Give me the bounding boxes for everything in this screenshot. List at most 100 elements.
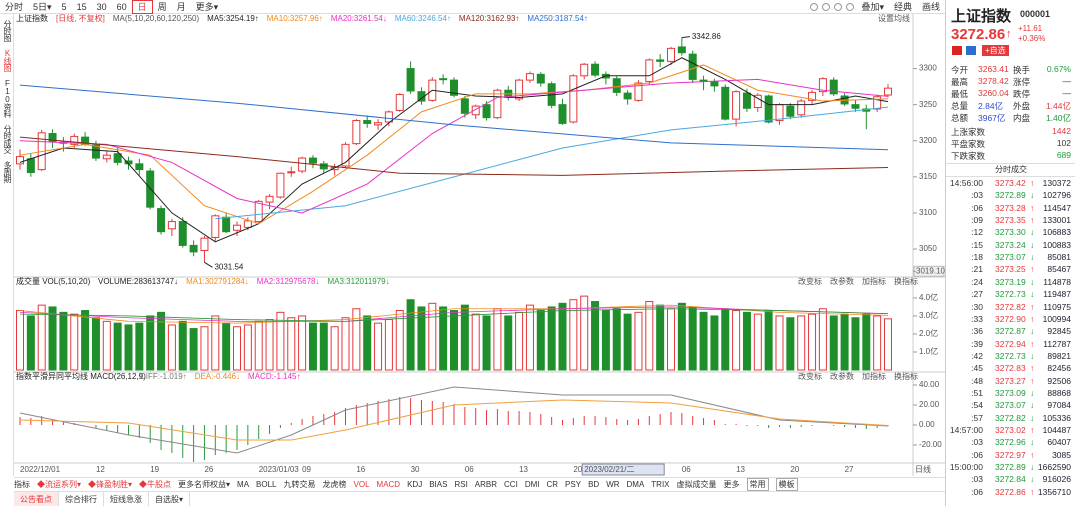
indicator[interactable]: KDJ: [407, 480, 423, 489]
indicator[interactable]: CR: [546, 480, 559, 489]
indicator[interactable]: 常用: [746, 478, 769, 491]
period-tab[interactable]: 月: [176, 1, 186, 12]
add-watchlist[interactable]: +自选: [982, 45, 1009, 56]
stock-name: 上证指数: [951, 8, 1012, 25]
stat-value: 3278.42: [978, 76, 1009, 86]
period-tab[interactable]: 30: [96, 1, 107, 12]
trade-price: 3272.82: [995, 412, 1026, 423]
indicator[interactable]: PSY: [565, 480, 582, 489]
x-tick-label: 06: [465, 465, 474, 474]
y-tick-label: -20.00: [919, 440, 942, 449]
indicator[interactable]: RSI: [454, 480, 468, 489]
trade-time: :30: [971, 301, 983, 312]
share-icon[interactable]: [966, 46, 976, 55]
bottom-tab[interactable]: 综合排行: [59, 492, 104, 506]
indicator[interactable]: DMA: [626, 480, 645, 489]
period-tab[interactable]: 60: [116, 1, 127, 12]
volume-bar: [384, 319, 393, 371]
panel-button: 改变标: [798, 371, 822, 381]
bottom-tab[interactable]: 短线急涨: [104, 492, 149, 506]
period-tab[interactable]: 5: [61, 1, 67, 12]
period-tab[interactable]: 5日▾: [33, 1, 52, 12]
side-tab[interactable]: 分时图: [3, 20, 12, 41]
indicator[interactable]: 更多名师权益▾: [178, 480, 231, 489]
side-tab[interactable]: F10资料: [3, 79, 12, 117]
y-tick-label: 20.00: [919, 400, 940, 409]
indicator[interactable]: TRIX: [651, 480, 670, 489]
indicator[interactable]: BOLL: [256, 480, 277, 489]
trade-volume: 60407: [1047, 437, 1071, 448]
candle-body: [645, 59, 654, 83]
trade-row: :03 3272.96 ↓ 60407: [951, 437, 1071, 449]
indicator[interactable]: 龙虎榜: [322, 480, 347, 489]
indicator[interactable]: BD: [588, 480, 600, 489]
indicator[interactable]: VOL: [353, 480, 370, 489]
indicator[interactable]: ◆牛股点: [139, 480, 172, 489]
indicator[interactable]: 更多: [723, 480, 740, 489]
trade-price: 3272.82: [995, 301, 1026, 312]
panel-button: 换指标: [894, 371, 918, 381]
indicator[interactable]: CCI: [504, 480, 518, 489]
indicator[interactable]: BIAS: [429, 480, 448, 489]
indicator[interactable]: 虚拟成交量: [676, 480, 717, 489]
settings-button[interactable]: 设置均线: [878, 13, 910, 23]
trade-time: 15:00:00: [949, 462, 983, 473]
indicator[interactable]: 模板: [775, 478, 798, 491]
trade-dir: ↑: [1030, 449, 1035, 460]
trade-time: :51: [971, 387, 983, 398]
period-tab[interactable]: 更多▾: [195, 1, 219, 12]
volume-bar: [135, 322, 144, 371]
tool-button[interactable]: 叠加▾: [861, 1, 884, 12]
volume-bar: [417, 306, 426, 371]
indicator-line: [19, 136, 889, 176]
period-tab[interactable]: 周: [157, 1, 167, 12]
x-tick-label: 06: [682, 465, 691, 474]
candle-body: [634, 82, 643, 101]
stat-label: 今开: [951, 65, 969, 75]
panel-button: 改参数: [830, 371, 854, 381]
trade-dir: ↑: [1030, 425, 1035, 435]
trade-dir: ↑: [1030, 202, 1035, 213]
indicator[interactable]: MA: [237, 480, 250, 489]
indicator[interactable]: 指标: [14, 480, 30, 489]
bottom-tab[interactable]: 自选股▾: [149, 492, 191, 506]
tool-icon[interactable]: [810, 2, 819, 11]
period-tab[interactable]: 日: [131, 0, 153, 14]
trade-price: 3273.02: [995, 425, 1026, 435]
volume-bar: [569, 299, 578, 371]
trade-volume: 110975: [1043, 301, 1071, 312]
period-tab[interactable]: 分时: [5, 1, 24, 12]
volume-bar: [265, 319, 274, 371]
indicator-line: [19, 57, 889, 243]
quote-panel: 上证指数 000001 3272.86 ↑ +11.61 +0.36% +自选 …: [945, 0, 1075, 506]
trade-row: :33 3272.90 ↑ 100994: [951, 314, 1071, 326]
indicator[interactable]: MACD: [376, 480, 401, 489]
tool-button[interactable]: 画线: [921, 1, 940, 12]
side-tab[interactable]: K线图: [3, 49, 12, 71]
indicator[interactable]: DMI: [524, 480, 540, 489]
period-tab[interactable]: 15: [76, 1, 87, 12]
indicator[interactable]: WR: [606, 480, 620, 489]
candle-body: [211, 215, 220, 238]
candle-body: [406, 68, 415, 92]
volume-bar: [308, 322, 317, 371]
flag-icon[interactable]: [952, 46, 962, 55]
side-tab[interactable]: 多周期: [3, 161, 12, 182]
x-tick-label: 16: [356, 465, 365, 474]
kline-chart: 上证指数 [日线, 不复权] MA(5,10,20,60,120,250) MA5:3…: [14, 13, 945, 476]
trade-time: :03: [971, 437, 983, 448]
indicator[interactable]: ◆流运系列▾: [37, 480, 82, 489]
tool-icon[interactable]: [822, 2, 831, 11]
trade-row: :15 3273.24 ↓ 100883: [951, 240, 1071, 252]
side-tab[interactable]: 分时成交: [3, 125, 12, 153]
volume-bar: [721, 308, 730, 371]
tool-icon[interactable]: [834, 2, 843, 11]
indicator[interactable]: ◆锋盈制胜▾: [88, 480, 133, 489]
y-tick-label: 3300: [919, 64, 937, 73]
stat-row: 最低 3260.04 跌停 —: [951, 88, 1071, 100]
tool-button[interactable]: 经典: [893, 1, 912, 12]
indicator[interactable]: ARBR: [474, 480, 498, 489]
indicator[interactable]: 九转交易: [283, 480, 316, 489]
bottom-tab[interactable]: 公告看点: [14, 492, 59, 506]
tool-icon[interactable]: [846, 2, 855, 11]
